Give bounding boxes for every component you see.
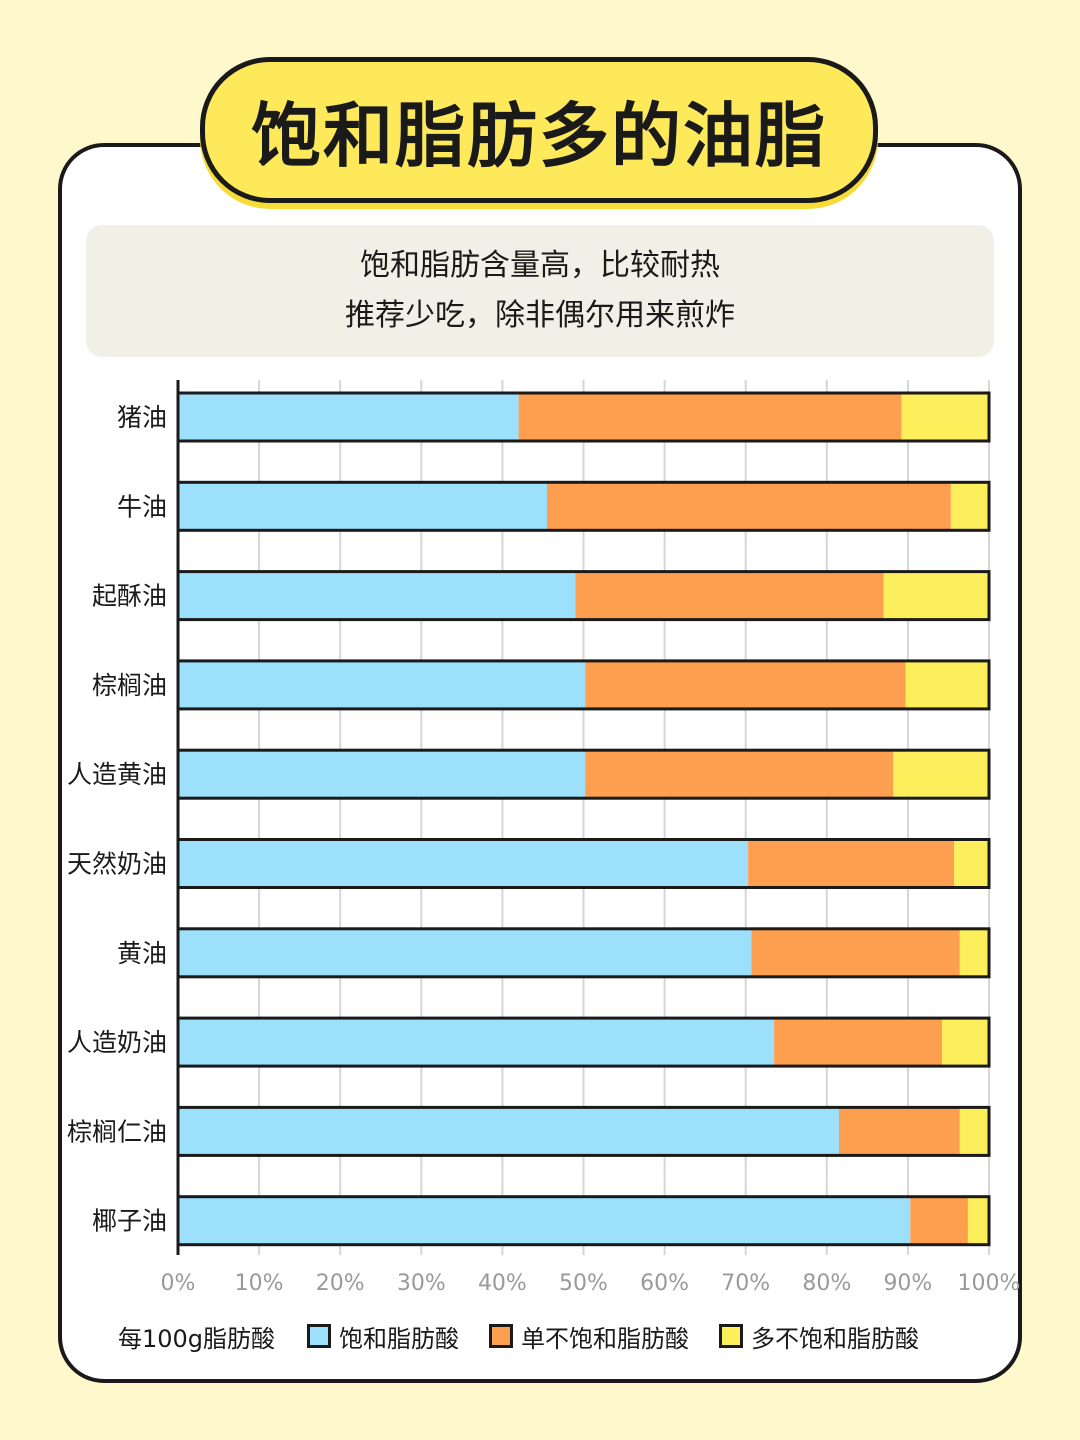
x-tick-label: 50%	[559, 1271, 608, 1296]
bar-segment-saturated	[178, 660, 586, 709]
category-label: 猪油	[117, 403, 167, 432]
bar-segment-saturated	[178, 482, 548, 531]
legend-swatch-monounsaturated	[489, 1324, 514, 1348]
x-tick-label: 100%	[958, 1271, 1021, 1296]
category-label: 天然奶油	[67, 850, 167, 879]
bar-segment-monounsaturated	[518, 393, 902, 441]
bar-segment-polyunsaturated	[941, 1018, 989, 1067]
bar-segment-saturated	[178, 1018, 775, 1067]
bar-segment-monounsaturated	[585, 750, 894, 799]
x-tick-label: 80%	[802, 1271, 851, 1296]
x-tick-label: 10%	[235, 1271, 284, 1296]
category-label: 椰子油	[92, 1207, 167, 1236]
x-tick-label: 30%	[397, 1271, 446, 1296]
bar-segment-saturated	[178, 839, 749, 888]
legend-swatch-saturated	[307, 1324, 332, 1348]
bar-segment-monounsaturated	[748, 839, 955, 888]
bar-segment-polyunsaturated	[959, 1107, 989, 1156]
category-label: 起酥油	[92, 582, 167, 611]
legend-label-polyunsaturated: 多不饱和脂肪酸	[751, 1324, 920, 1353]
x-tick-label: 0%	[161, 1271, 196, 1296]
x-tick-label: 90%	[883, 1271, 932, 1296]
legend-label-saturated: 饱和脂肪酸	[339, 1324, 460, 1353]
x-tick-label: 20%	[316, 1271, 365, 1296]
bar-segment-polyunsaturated	[901, 393, 989, 441]
category-label: 棕榈仁油	[67, 1117, 167, 1146]
bar-segment-polyunsaturated	[959, 928, 989, 977]
bar-segment-saturated	[178, 928, 752, 977]
bar-segment-monounsaturated	[910, 1196, 968, 1245]
bar-segment-monounsaturated	[585, 660, 906, 709]
bar-segment-saturated	[178, 393, 519, 441]
legend-item-saturated: 饱和脂肪酸	[307, 1319, 459, 1354]
bar-segment-polyunsaturated	[883, 571, 989, 620]
bar-segment-polyunsaturated	[954, 839, 989, 888]
category-label: 棕榈油	[92, 671, 167, 700]
x-tick-label: 70%	[721, 1271, 770, 1296]
bar-segment-saturated	[178, 750, 586, 799]
bar-segment-monounsaturated	[575, 571, 884, 620]
legend: 每100g脂肪酸 饱和脂肪酸 单不饱和脂肪酸 多不饱和脂肪酸	[118, 1316, 949, 1356]
subtitle-line-1: 饱和脂肪含量高，比较耐热	[360, 248, 720, 283]
category-label: 牛油	[117, 492, 167, 521]
bar-segment-polyunsaturated	[905, 660, 989, 709]
page-title: 饱和脂肪多的油脂	[251, 94, 827, 177]
legend-prefix: 每100g脂肪酸	[118, 1324, 276, 1353]
subtitle-panel: 饱和脂肪含量高，比较耐热 推荐少吃，除非偶尔用来煎炸	[86, 225, 994, 357]
bar-segment-polyunsaturated	[950, 482, 989, 531]
legend-item-monounsaturated: 单不饱和脂肪酸	[489, 1319, 689, 1354]
category-label: 黄油	[117, 939, 167, 968]
bar-segment-monounsaturated	[774, 1018, 942, 1067]
x-tick-label: 40%	[478, 1271, 527, 1296]
bar-segment-polyunsaturated	[893, 750, 989, 799]
x-tick-label: 60%	[640, 1271, 689, 1296]
bar-segment-polyunsaturated	[967, 1196, 989, 1245]
bar-segment-monounsaturated	[751, 928, 960, 977]
bar-segment-saturated	[178, 1107, 839, 1156]
category-label: 人造黄油	[67, 760, 167, 789]
legend-item-polyunsaturated: 多不饱和脂肪酸	[719, 1319, 919, 1354]
subtitle-line-2: 推荐少吃，除非偶尔用来煎炸	[345, 298, 735, 333]
title-banner: 饱和脂肪多的油脂	[200, 57, 878, 203]
legend-swatch-polyunsaturated	[719, 1324, 744, 1348]
legend-label-monounsaturated: 单不饱和脂肪酸	[521, 1324, 690, 1353]
bar-segment-saturated	[178, 1196, 911, 1245]
category-label: 人造奶油	[67, 1028, 167, 1057]
bar-segment-saturated	[178, 571, 576, 620]
bar-segment-monounsaturated	[547, 482, 951, 531]
bar-segment-monounsaturated	[838, 1107, 960, 1156]
